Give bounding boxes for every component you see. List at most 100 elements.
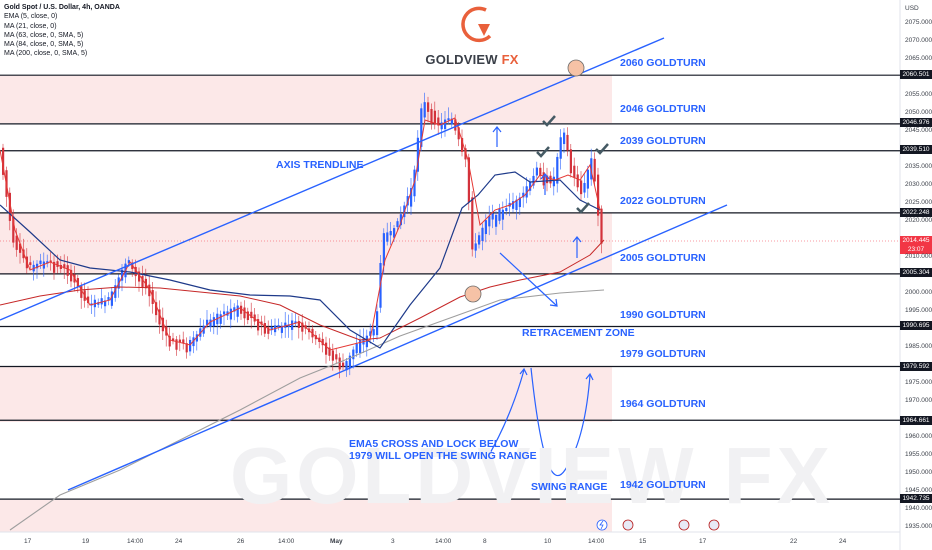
- candle-body: [430, 108, 433, 125]
- indicator-ma63[interactable]: MA (63, close, 0, SMA, 5): [4, 31, 84, 39]
- candle-body: [287, 324, 290, 327]
- price-axis-tick: 2020.000: [905, 217, 932, 224]
- candle-body: [321, 338, 324, 346]
- candle-body: [488, 216, 491, 227]
- level-label-2046: 2046 GOLDTURN: [620, 103, 706, 115]
- candle-body: [110, 291, 113, 306]
- candle-body: [240, 305, 243, 314]
- candle-body: [301, 322, 304, 332]
- us-flag-icon[interactable]: [708, 519, 720, 531]
- candle-body: [212, 317, 215, 327]
- candle-body: [546, 175, 549, 184]
- candle-body: [29, 262, 32, 265]
- us-flag-icon[interactable]: [622, 519, 634, 531]
- candle-body: [114, 285, 117, 298]
- candle-body: [420, 108, 423, 147]
- price-axis-tick: 1985.000: [905, 343, 932, 350]
- check-icon: [595, 143, 609, 155]
- time-axis-tick: 14:00: [127, 538, 144, 545]
- candle-body: [467, 157, 470, 203]
- candle-body: [410, 188, 413, 207]
- candle-body: [267, 327, 270, 334]
- price-axis-tick: 2055.000: [905, 91, 932, 98]
- candle-body: [549, 175, 552, 184]
- candle-body: [345, 361, 348, 371]
- candle-body: [8, 192, 11, 221]
- candle-body: [209, 319, 212, 327]
- candle-body: [263, 322, 266, 334]
- candle-body: [63, 264, 66, 269]
- candle-body: [535, 167, 538, 176]
- price-axis-tick: 2045.000: [905, 127, 932, 134]
- price-axis-tick: 1975.000: [905, 379, 932, 386]
- candle-body: [447, 118, 450, 121]
- level-label-2060: 2060 GOLDTURN: [620, 57, 706, 69]
- candle-body: [573, 165, 576, 178]
- currency-label: USD: [905, 5, 919, 12]
- indicator-ema5[interactable]: EMA (5, close, 0): [4, 13, 58, 21]
- time-axis-tick: 19: [82, 538, 90, 545]
- candle-body: [185, 343, 188, 353]
- candle-body: [229, 308, 232, 320]
- candle-body: [569, 149, 572, 174]
- candle-body: [250, 311, 253, 319]
- candle-body: [49, 260, 52, 263]
- brand-logo: GOLDVIEW FX: [412, 4, 532, 76]
- candle-body: [189, 339, 192, 352]
- us-flag-icon[interactable]: [678, 519, 690, 531]
- symbol-header[interactable]: Gold Spot / U.S. Dollar, 4h, OANDA: [4, 4, 120, 11]
- candle-body: [539, 167, 542, 176]
- candle-body: [2, 147, 5, 175]
- time-axis-tick: 22: [790, 538, 798, 545]
- candle-body: [597, 174, 600, 216]
- price-axis-tick: 2030.000: [905, 181, 932, 188]
- indicator-ma21[interactable]: MA (21, close, 0): [4, 22, 57, 30]
- candle-body: [36, 263, 39, 269]
- price-axis-tick: 2065.000: [905, 55, 932, 62]
- candle-body: [515, 199, 518, 211]
- price-axis-tick: 1960.000: [905, 433, 932, 440]
- candle-body: [42, 261, 45, 269]
- candle-body: [399, 214, 402, 226]
- goldview-logo-icon: [461, 6, 492, 43]
- time-axis-tick: 24: [175, 538, 183, 545]
- candle-body: [260, 321, 263, 325]
- zone-2046-2060: [0, 75, 612, 123]
- candle-body: [127, 260, 130, 264]
- candle-body: [491, 213, 494, 220]
- candle-body: [529, 182, 532, 191]
- axis-trendline-label: AXIS TRENDLINE: [276, 159, 364, 171]
- time-axis-tick: 17: [24, 538, 32, 545]
- candle-body: [566, 134, 569, 151]
- candle-body: [593, 158, 596, 182]
- candle-body: [219, 314, 222, 324]
- candle-body: [46, 261, 49, 264]
- down-arrow-icon: [499, 252, 558, 307]
- time-axis-tick: 15: [639, 538, 647, 545]
- swing-curve-icon: [530, 367, 591, 476]
- price-tag-2039: 2039.510: [900, 145, 932, 154]
- price-axis-tick: 1945.000: [905, 487, 932, 494]
- candle-body: [437, 117, 440, 126]
- candle-body: [423, 102, 426, 118]
- touch-circle-bottom: [464, 285, 482, 303]
- candle-body: [178, 339, 181, 343]
- brand-name: GOLDVIEW FX: [425, 52, 519, 67]
- candle-body: [556, 156, 559, 184]
- level-label-1990: 1990 GOLDTURN: [620, 309, 706, 321]
- time-axis-tick: 8: [483, 538, 487, 545]
- price-tag-2022: 2022.248: [900, 208, 932, 217]
- zone-2005-2022: [0, 213, 612, 274]
- indicator-ma200[interactable]: MA (200, close, 0, SMA, 5): [4, 50, 88, 58]
- candle-body: [331, 350, 334, 361]
- candle-body: [342, 362, 345, 367]
- indicator-legend: Gold Spot / U.S. Dollar, 4h, OANDA EMA (…: [4, 3, 120, 59]
- time-axis-tick: 17: [699, 538, 707, 545]
- price-axis-tick: 2025.000: [905, 199, 932, 206]
- candle-body: [386, 232, 389, 242]
- indicator-ma84[interactable]: MA (84, close, 0, SMA, 5): [4, 41, 84, 49]
- candle-body: [559, 137, 562, 159]
- time-axis-tick: 10: [544, 538, 552, 545]
- candle-body: [161, 317, 164, 332]
- candle-body: [372, 329, 375, 336]
